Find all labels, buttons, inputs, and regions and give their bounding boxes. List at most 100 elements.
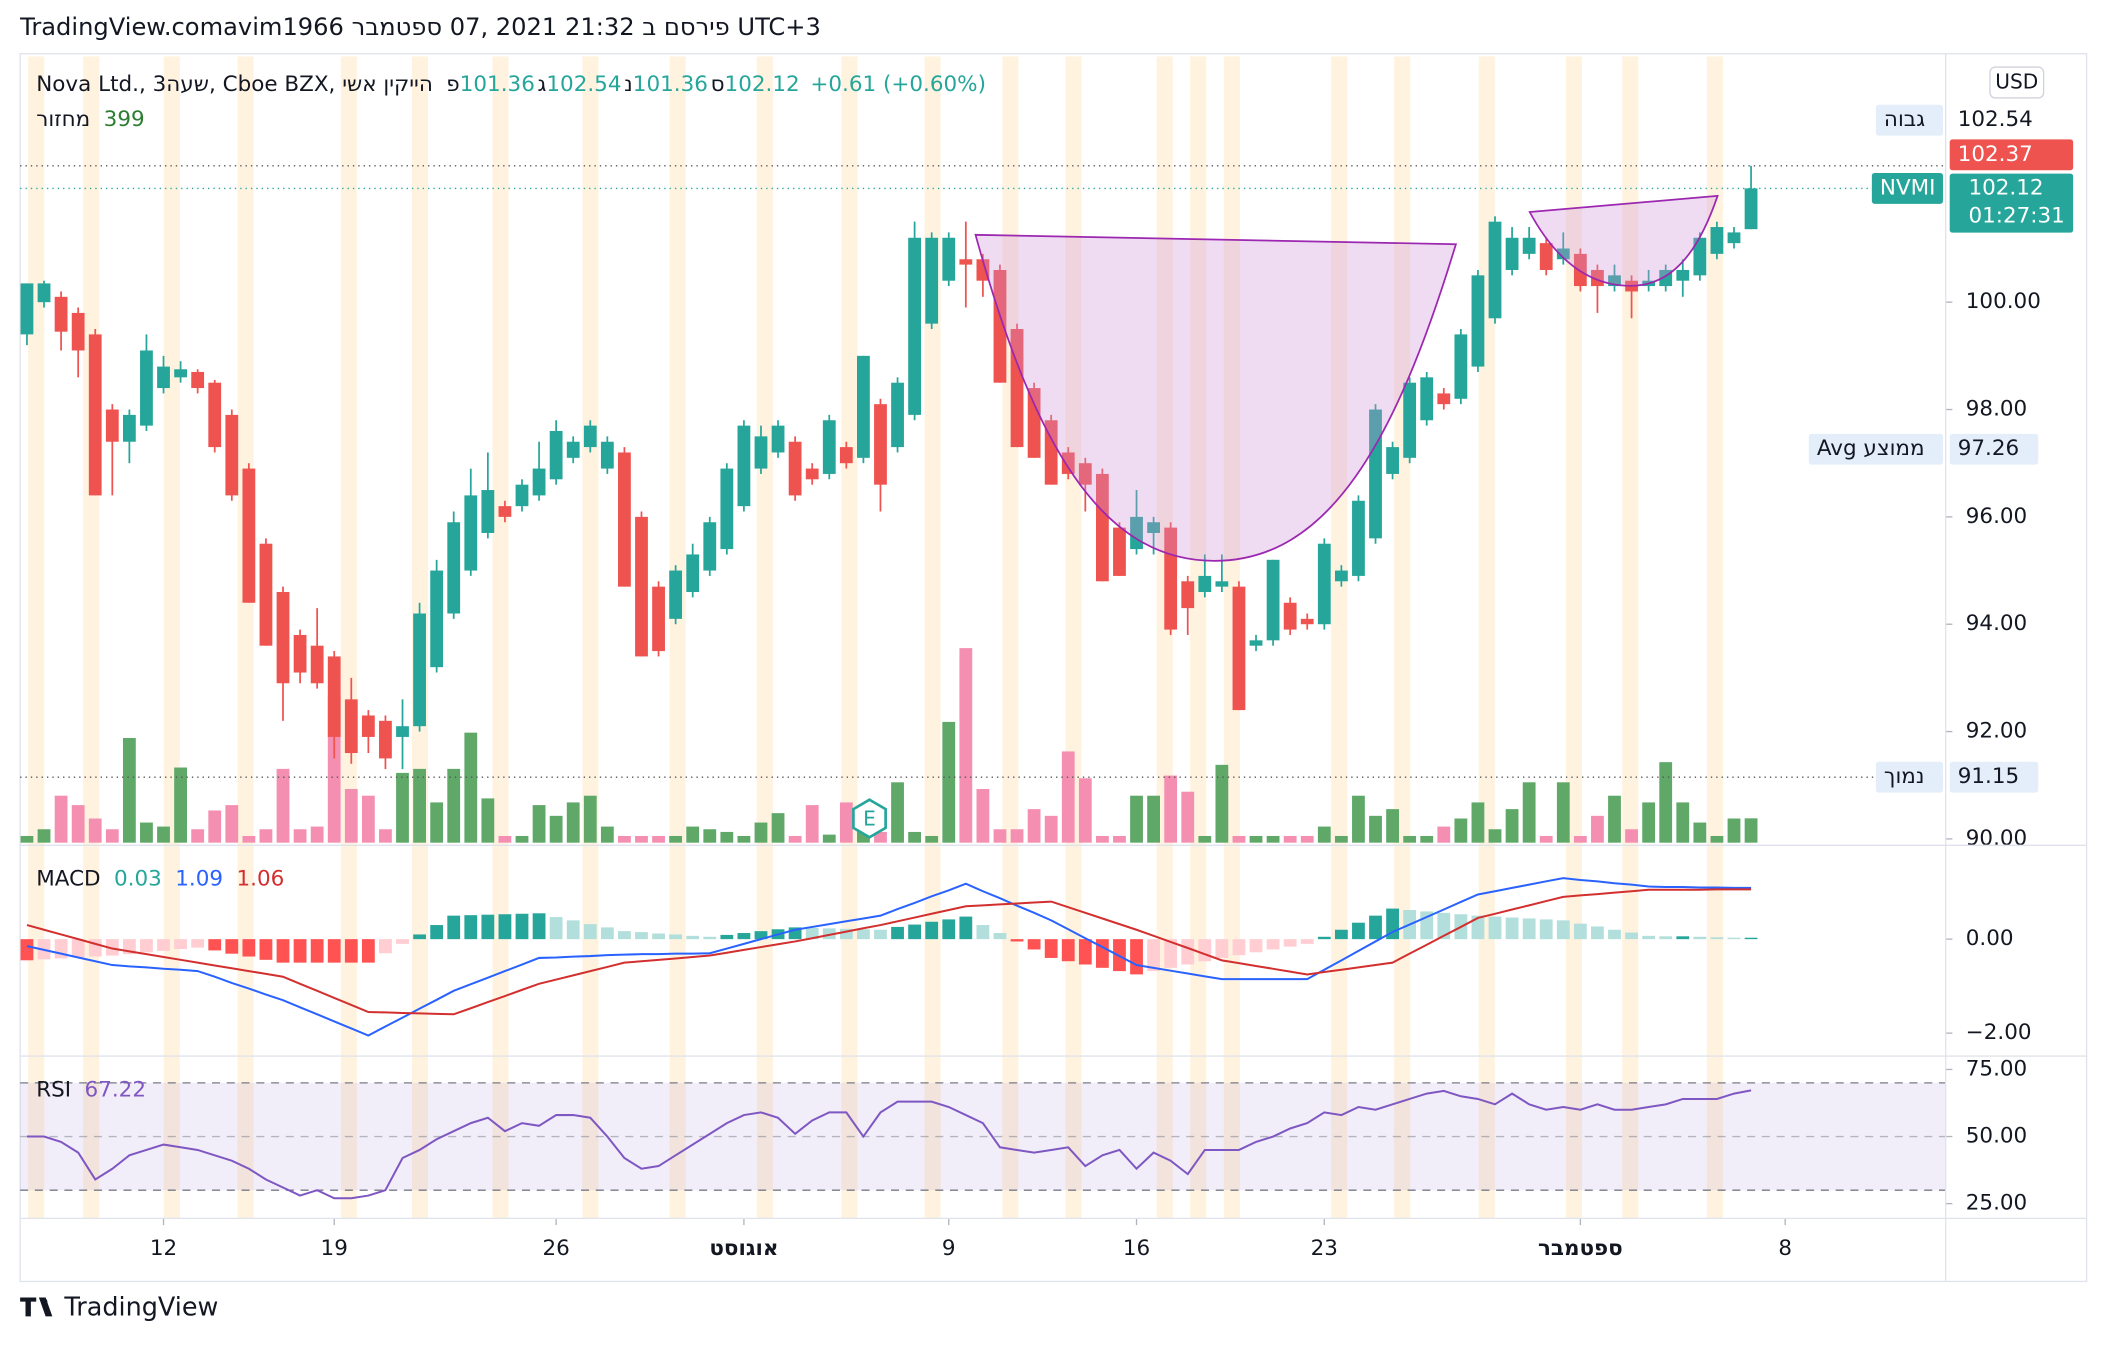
volume-bar	[788, 835, 802, 843]
handle-pattern	[1528, 194, 1719, 287]
candle-body	[1437, 393, 1451, 405]
candle-body	[1044, 420, 1058, 485]
volume-bar	[1437, 826, 1451, 843]
macd-title: MACD	[36, 865, 101, 891]
x-tick-label: 12	[150, 1236, 177, 1261]
volume-bar	[122, 738, 136, 843]
macd-histogram-bar	[191, 939, 205, 948]
volume-bar	[874, 831, 887, 843]
macd-histogram-bar	[583, 924, 597, 940]
volume-bar	[1505, 809, 1519, 843]
volume-bar	[925, 835, 939, 843]
y-tick-label: 94.00	[1966, 611, 2027, 636]
pre-price-box	[1949, 139, 2074, 171]
macd-histogram-bar	[1317, 936, 1331, 940]
volume-bar	[1710, 835, 1724, 843]
candle-body	[293, 634, 307, 673]
currency[interactable]: USD	[1995, 70, 2038, 94]
volume-bar	[1744, 818, 1758, 843]
ohlc-label: ס	[710, 71, 725, 97]
volume-bar	[37, 829, 51, 843]
volume-bar	[464, 732, 478, 843]
signal-value: 1.06	[236, 865, 285, 891]
candle-body	[225, 414, 239, 496]
candle-body	[71, 312, 85, 351]
y-tick-label: 92.00	[1966, 719, 2027, 744]
candle-body	[1693, 237, 1707, 276]
session-stripe	[1156, 56, 1173, 1219]
macd-histogram-bar	[413, 934, 426, 940]
macd-histogram-bar	[618, 931, 631, 940]
rsi-tick-label: 75.00	[1966, 1056, 2027, 1081]
candle-body	[1420, 377, 1434, 421]
volume-bar	[1078, 778, 1092, 843]
low-value-box	[1949, 761, 2039, 793]
x-tick-label: 8	[1778, 1236, 1792, 1261]
candle-body	[447, 522, 461, 614]
earnings-text[interactable]: E	[863, 806, 876, 830]
macd-histogram-bar	[754, 931, 768, 940]
macd-histogram-bar	[515, 913, 529, 940]
macd-histogram-bar	[839, 928, 853, 940]
candle-body	[669, 570, 683, 619]
macd-histogram-bar	[1573, 923, 1587, 940]
candle-body	[583, 425, 597, 448]
x-tick-label: אוגוסט	[709, 1236, 778, 1261]
volume-bar	[686, 826, 700, 843]
macd-histogram-bar	[1505, 917, 1519, 940]
volume-bar	[720, 831, 734, 843]
y-tick-label: 90.00	[1966, 826, 2027, 851]
macd-histogram-bar	[720, 934, 734, 940]
candle-body	[1608, 275, 1621, 287]
macd-histogram-bar	[1369, 915, 1382, 940]
macd-histogram-bar	[293, 939, 307, 963]
earnings-icon[interactable]	[852, 798, 887, 839]
candle-body	[1454, 334, 1468, 399]
macd-histogram-bar	[447, 915, 461, 940]
candle-body	[1744, 188, 1758, 230]
volume-bar	[242, 835, 256, 843]
high-value-box	[1949, 104, 2044, 136]
candle-body	[37, 283, 51, 303]
macd-histogram-bar	[361, 939, 375, 963]
y-tick-label: 100.00	[1966, 289, 2041, 314]
candle-body	[1181, 581, 1195, 609]
volume-bar	[1539, 835, 1553, 843]
volume-bar	[822, 834, 836, 843]
volume-bar	[1693, 822, 1707, 843]
candle-body	[703, 522, 717, 571]
candle-body	[464, 495, 478, 571]
candle-body	[754, 436, 768, 469]
logo	[20, 1297, 53, 1317]
macd-histogram-bar	[566, 920, 580, 940]
candle-body	[1061, 452, 1075, 474]
macd-histogram-bar	[1352, 922, 1365, 940]
macd-histogram-bar	[498, 914, 512, 940]
volume-bar	[908, 831, 922, 843]
currency-box[interactable]	[1989, 66, 2045, 99]
macd-histogram-bar	[874, 929, 887, 940]
volume-bar	[1471, 802, 1485, 843]
candle-body	[1403, 382, 1417, 458]
candle-body	[276, 592, 290, 684]
volume-bar	[1676, 802, 1690, 843]
rsi-title: RSI	[36, 1076, 72, 1102]
earnings-badge[interactable]: E	[852, 798, 887, 839]
session-stripe	[1190, 56, 1207, 1219]
volume-bar	[88, 818, 102, 843]
ohlc-label: פ	[446, 71, 460, 97]
macd-tick-label: 0.00	[1966, 926, 2014, 951]
last-price: 102.12	[1968, 175, 2043, 200]
session-stripe	[582, 56, 599, 1219]
candle-body	[498, 506, 512, 517]
macd-histogram-bar	[1625, 932, 1638, 940]
symbol-title: Nova Ltd., 3שעה, Cboe BZX, הייקין אשי	[36, 71, 433, 97]
macd-histogram-bar	[1539, 919, 1553, 940]
candle-body	[891, 382, 904, 448]
macd-histogram-bar	[737, 933, 751, 940]
rsi-tick-label: 50.00	[1966, 1124, 2027, 1149]
candle-body	[54, 296, 68, 332]
change: +0.61 (+0.60%)	[810, 71, 986, 97]
